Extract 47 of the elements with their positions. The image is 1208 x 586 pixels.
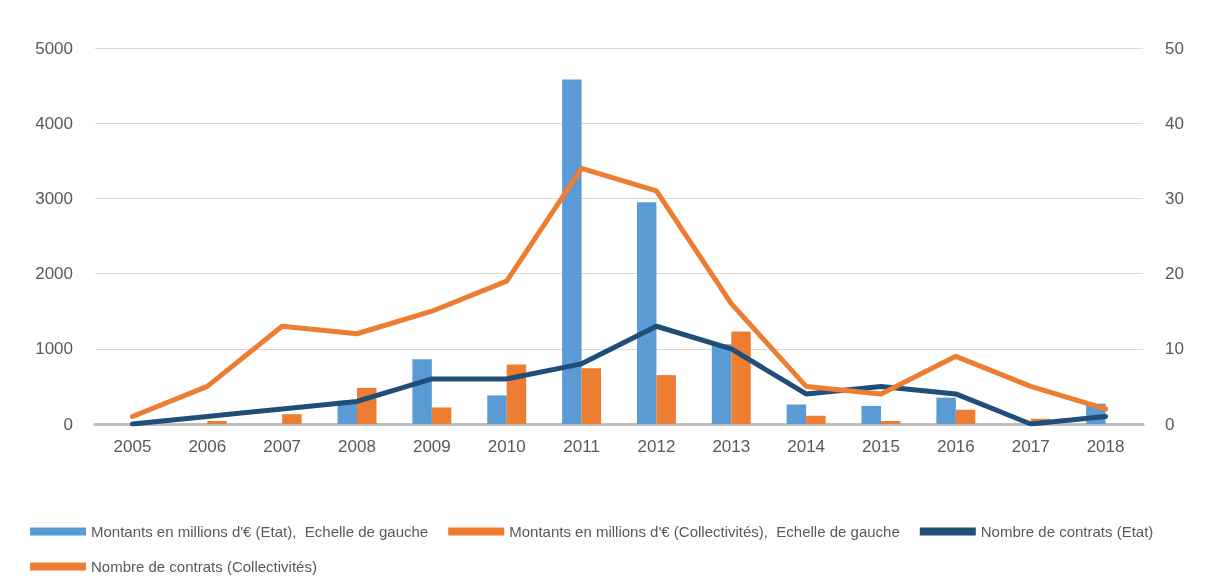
x-tick-label: 2013	[712, 437, 751, 456]
bar	[282, 414, 302, 424]
y-tick-label: 4000	[35, 113, 73, 133]
y2-tick-label: 20	[1165, 264, 1184, 284]
legend-label: Nombre de contrats (Collectivités)	[91, 558, 317, 575]
y2-tick-label: 0	[1165, 414, 1175, 434]
x-tick-label: 2017	[1011, 437, 1050, 456]
legend-label: Nombre de contrats (Etat)	[980, 523, 1154, 540]
y2-tick-label: 30	[1165, 188, 1184, 208]
bar	[936, 397, 956, 424]
y-tick-label: 5000	[35, 38, 73, 58]
x-tick-label: 2015	[862, 437, 900, 456]
x-tick-label: 2005	[113, 437, 152, 456]
y2-tick-label: 10	[1165, 339, 1184, 359]
x-tick-label: 2007	[263, 437, 302, 456]
bar	[412, 359, 432, 424]
bar	[955, 409, 976, 424]
legend-label: Montants en millions d'€ (Collectivités), Echelle de gauche	[509, 523, 900, 540]
legend-label: Montants en millions d'€ (Etat), Echelle de gauche	[91, 523, 429, 540]
x-tick-label: 2011	[563, 437, 600, 456]
x-tick-label: 2006	[188, 437, 227, 456]
x-tick-label: 2012	[637, 437, 676, 456]
bar	[636, 202, 657, 424]
y-tick-label: 2000	[35, 264, 73, 284]
x-tick-label: 2016	[936, 437, 975, 456]
x-tick-label: 2008	[338, 437, 376, 456]
bar	[562, 79, 582, 424]
bar	[806, 415, 826, 424]
bar	[431, 407, 452, 424]
bar	[786, 404, 807, 424]
bar	[581, 368, 602, 424]
x-tick-label: 2018	[1086, 437, 1125, 456]
bar	[881, 420, 901, 424]
y-tick-label: 1000	[35, 339, 73, 359]
bar	[731, 331, 751, 424]
x-tick-label: 2010	[487, 437, 526, 456]
y2-tick-label: 40	[1165, 113, 1184, 133]
y2-tick-label: 50	[1165, 38, 1184, 58]
bar	[656, 375, 676, 424]
bar	[207, 420, 227, 424]
bar	[861, 405, 881, 424]
x-tick-label: 2009	[412, 437, 451, 456]
bar	[711, 344, 732, 424]
y-tick-label: 0	[63, 414, 73, 434]
bar	[487, 395, 507, 424]
y-tick-label: 3000	[35, 188, 73, 208]
x-tick-label: 2014	[787, 437, 826, 456]
